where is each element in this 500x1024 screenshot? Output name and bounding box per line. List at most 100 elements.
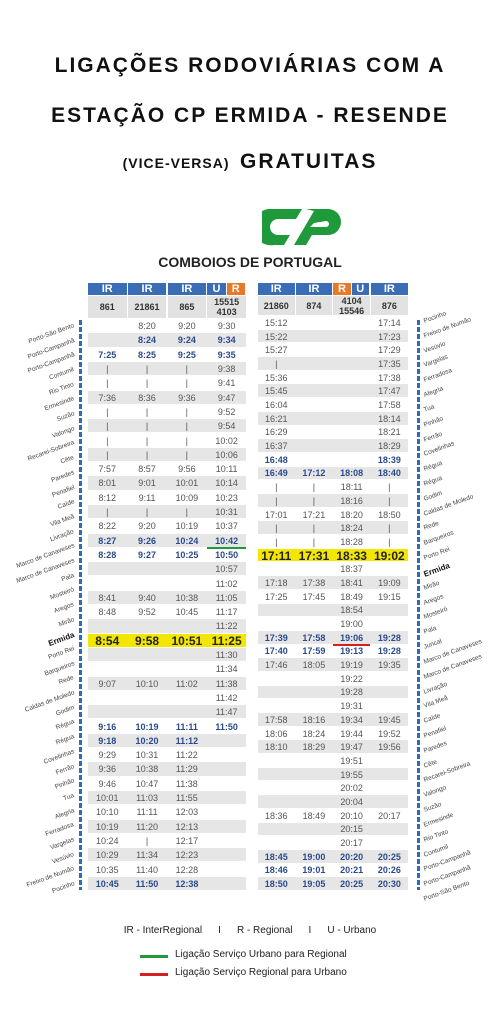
station-label: Pocinho xyxy=(422,310,448,325)
legend-type: U - Urbano xyxy=(327,925,377,936)
time-cell: 20:17 xyxy=(378,810,401,821)
time-cell: | xyxy=(106,406,109,417)
time-cell: 9:07 xyxy=(98,678,117,689)
row-band xyxy=(258,576,408,589)
time-cell: 10:57 xyxy=(215,564,238,575)
station-label: Vila Meã xyxy=(49,513,76,529)
time-cell: 8:20 xyxy=(138,321,156,332)
row-band xyxy=(258,603,408,617)
time-cell: 18:24 xyxy=(302,728,326,739)
legend-swatch xyxy=(140,973,168,976)
time-cell: 16:48 xyxy=(264,454,288,465)
time-cell: 10:31 xyxy=(135,750,159,761)
time-cell: 9:36 xyxy=(178,392,196,403)
time-cell: 9:01 xyxy=(138,478,156,489)
station-label: Rede xyxy=(422,520,440,533)
time-cell: 9:11 xyxy=(138,492,156,503)
time-cell: 17:47 xyxy=(378,386,401,397)
time-cell: 18:11 xyxy=(340,482,363,493)
time-cell: 18:49 xyxy=(340,591,363,602)
row-band xyxy=(88,533,246,547)
time-cell: 18:05 xyxy=(302,660,326,671)
station-label: Ermida xyxy=(422,560,452,579)
legend-text: Ligação Serviço Regional para Urbano xyxy=(175,967,347,978)
time-cell: 12:03 xyxy=(175,807,199,818)
time-cell: 19:55 xyxy=(340,769,363,780)
station-label: Rede xyxy=(58,674,76,687)
time-cell: 18:54 xyxy=(340,605,363,616)
row-band xyxy=(88,633,246,647)
time-cell: 11:50 xyxy=(135,878,159,889)
time-cell: | xyxy=(106,507,109,518)
station-label: Ferrão xyxy=(422,430,444,444)
station-label: Tua xyxy=(422,403,436,414)
train-number: 15515 4103 xyxy=(207,296,246,318)
time-cell: | xyxy=(185,378,189,389)
train-number-line: 15515 xyxy=(214,297,240,307)
time-cell: 10:01 xyxy=(175,478,199,489)
time-cell: 17:21 xyxy=(302,509,326,520)
time-cell: 11:29 xyxy=(175,764,198,775)
subtitle-prefix: (VICE-VERSA) xyxy=(122,155,230,171)
time-cell: 17:58 xyxy=(302,632,326,643)
time-cell: 11:22 xyxy=(175,750,198,761)
time-cell: 8:57 xyxy=(138,464,156,475)
station-label: Tua xyxy=(62,792,76,803)
row-band xyxy=(258,822,408,836)
time-cell: 20:17 xyxy=(340,838,363,849)
train-number-line: 4103 xyxy=(216,307,237,317)
station-label: Aregos xyxy=(422,592,445,607)
time-cell: 16:49 xyxy=(264,468,288,479)
train-number: 876 xyxy=(371,296,408,315)
station-label: Ferrão xyxy=(54,762,76,776)
time-cell: | xyxy=(388,536,391,547)
time-cell: 18:39 xyxy=(377,454,401,465)
row-band xyxy=(88,848,246,862)
time-cell: 19:06 xyxy=(340,632,364,643)
station-label: Régua xyxy=(422,474,444,488)
time-cell: 19:28 xyxy=(377,646,401,657)
row-band xyxy=(258,713,408,726)
route-bar xyxy=(79,320,82,890)
time-cell: 20:25 xyxy=(340,879,364,890)
time-cell: 10:38 xyxy=(175,592,199,603)
time-cell: 17:11 xyxy=(261,548,292,563)
time-cell: | xyxy=(388,523,391,534)
time-cell: 20:20 xyxy=(340,851,364,862)
time-cell: 19:31 xyxy=(340,701,363,712)
time-cell: 7:57 xyxy=(98,464,117,475)
time-cell: 11:03 xyxy=(136,793,158,804)
legend-types: IR - InterRegional I R - Regional I U - Urba… xyxy=(0,925,500,936)
row-band xyxy=(88,733,246,747)
row-band xyxy=(88,819,246,833)
time-cell: 11:34 xyxy=(215,664,238,675)
time-cell: 10:02 xyxy=(215,435,238,446)
station-label: Pala xyxy=(422,624,438,637)
station-label: Barqueiros xyxy=(422,529,455,548)
time-cell: 18:46 xyxy=(264,865,288,876)
station-label: Pinhão xyxy=(53,777,76,791)
time-cell: | xyxy=(106,421,109,432)
time-cell: 19:45 xyxy=(378,714,401,725)
time-cell: 17:25 xyxy=(264,591,288,602)
station-label: Penafiel xyxy=(50,483,76,499)
time-cell: | xyxy=(275,523,278,534)
time-cell: 12:28 xyxy=(175,864,199,875)
time-cell: 9:38 xyxy=(217,364,236,375)
time-cell: 16:37 xyxy=(264,441,288,452)
station-label: Porto Rei xyxy=(47,645,76,662)
row-band xyxy=(88,419,246,433)
time-cell: 11:02 xyxy=(175,678,198,689)
time-cell: 19:00 xyxy=(302,851,326,862)
row-band xyxy=(258,521,408,535)
train-number: 861 xyxy=(88,296,127,318)
time-cell: | xyxy=(145,435,149,446)
row-band xyxy=(258,548,408,562)
time-cell: 17:40 xyxy=(264,646,288,657)
time-cell: 11:50 xyxy=(215,721,238,732)
legend-type: IR - InterRegional xyxy=(123,925,203,936)
time-cell: 11:38 xyxy=(175,778,198,789)
time-cell: 11:55 xyxy=(175,793,198,804)
station-label: Godim xyxy=(422,489,444,503)
